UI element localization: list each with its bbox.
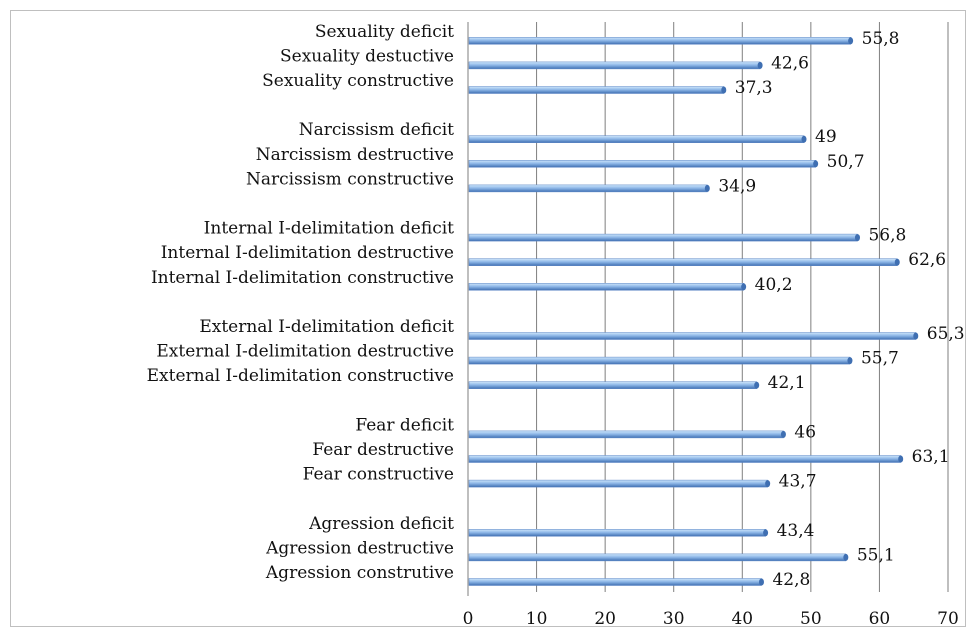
- data-label: 49: [815, 127, 837, 147]
- bar-end-cap: [780, 430, 786, 438]
- x-tick-label: 70: [937, 609, 959, 629]
- category-label: Agression deficit: [308, 514, 454, 534]
- data-label: 55,8: [862, 29, 900, 49]
- bar: [468, 283, 744, 291]
- category-label: Internal I-delimitation deficit: [204, 219, 455, 239]
- category-label: Internal I-delimitation destructive: [161, 243, 454, 263]
- x-tick-label: 0: [463, 609, 474, 629]
- data-label: 37,3: [735, 78, 773, 98]
- data-label: 42,8: [772, 570, 810, 590]
- bar: [468, 61, 761, 70]
- data-label: 56,8: [868, 226, 906, 246]
- data-label: 46: [794, 422, 816, 442]
- category-label: Narcissism deficit: [299, 120, 454, 140]
- category-label: External I-delimitation deficit: [199, 317, 454, 337]
- data-label: 43,7: [779, 472, 817, 492]
- x-tick-label: 30: [663, 609, 685, 629]
- bar: [468, 37, 851, 45]
- bar: [468, 529, 766, 537]
- category-label: External I-delimitation constructive: [147, 366, 454, 386]
- category-label: Narcissism destructive: [256, 145, 454, 165]
- bar: [468, 455, 901, 463]
- data-label: 55,1: [857, 545, 895, 565]
- bar-end-cap: [894, 258, 900, 266]
- bar-end-cap: [843, 553, 849, 561]
- category-label: Agression construtive: [265, 563, 454, 583]
- bar: [468, 86, 725, 94]
- data-label: 63,1: [912, 447, 950, 467]
- x-tick-label: 60: [869, 609, 891, 629]
- x-tick-label: 10: [526, 609, 548, 629]
- x-tick-label: 20: [594, 609, 616, 629]
- bar-end-cap: [721, 86, 727, 94]
- data-label: 42,6: [771, 53, 809, 73]
- data-label: 55,7: [861, 349, 899, 369]
- bar-end-cap: [763, 529, 769, 537]
- bar-end-cap: [848, 37, 854, 45]
- category-label: External I-delimitation destructive: [156, 342, 454, 362]
- bar: [468, 233, 858, 242]
- data-label: 42,1: [768, 373, 806, 393]
- bar: [468, 381, 757, 389]
- category-label: Fear deficit: [355, 415, 454, 435]
- bar-end-cap: [754, 381, 760, 389]
- bar-end-cap: [913, 332, 919, 340]
- data-label: 62,6: [908, 250, 946, 270]
- x-tick-label: 40: [731, 609, 753, 629]
- bar: [468, 160, 816, 168]
- bar: [468, 184, 708, 193]
- bar-end-cap: [757, 61, 763, 69]
- category-label: Sexuality constructive: [262, 71, 454, 91]
- data-label: 40,2: [755, 275, 793, 295]
- data-label: 34,9: [718, 176, 756, 196]
- data-label: 43,4: [777, 521, 815, 541]
- x-tick-label: 50: [800, 609, 822, 629]
- bar-end-cap: [801, 135, 807, 143]
- bar-end-cap: [765, 480, 771, 488]
- bar-end-cap: [758, 578, 764, 586]
- bar: [468, 332, 917, 340]
- category-label: Sexuality destuctive: [280, 46, 454, 66]
- category-label: Internal I-delimitation constructive: [151, 268, 454, 288]
- bar: [468, 479, 768, 488]
- bar: [468, 430, 784, 439]
- data-label: 50,7: [827, 152, 865, 172]
- bar: [468, 356, 851, 365]
- category-label: Fear destructive: [312, 440, 454, 460]
- bar-end-cap: [704, 184, 710, 192]
- category-label: Fear constructive: [303, 465, 454, 485]
- bar-end-cap: [898, 455, 904, 463]
- data-label: 65,3: [927, 324, 965, 344]
- bar-end-cap: [813, 160, 819, 168]
- category-label: Agression destructive: [265, 538, 454, 558]
- bar-end-cap: [854, 234, 860, 242]
- bar-end-cap: [847, 357, 853, 365]
- bar: [468, 258, 898, 266]
- chart-frame: [10, 10, 966, 627]
- bar: [468, 578, 762, 586]
- bar-end-cap: [741, 283, 747, 291]
- bar: [468, 135, 805, 143]
- bar: [468, 553, 847, 562]
- category-label: Sexuality deficit: [315, 22, 454, 42]
- category-label: Narcissism constructive: [246, 169, 454, 189]
